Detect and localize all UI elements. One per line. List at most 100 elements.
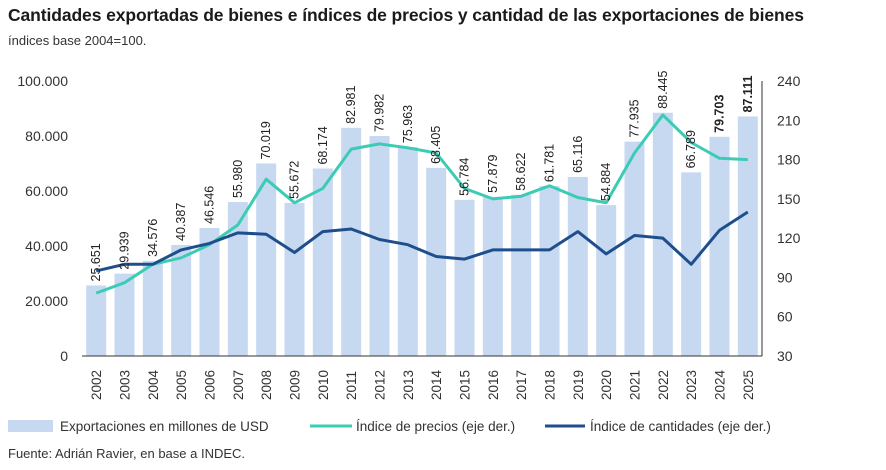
price-index-line (95, 113, 748, 295)
bar-value-label: 68.174 (316, 126, 330, 164)
bar-value-label: 66.789 (684, 130, 698, 168)
bar-2004 (142, 260, 163, 356)
bar-value-label: 77.935 (628, 99, 642, 137)
bars-group (86, 112, 758, 357)
bar-2014 (426, 167, 447, 356)
x-tick-label: 2012 (373, 370, 388, 400)
bar-2021 (624, 141, 645, 356)
bar-2002 (86, 285, 107, 356)
bar-2015 (454, 199, 475, 356)
bar-labels-group: 25.651 29.939 34.576 40.387 46.546 55.980 70.0… (89, 70, 755, 281)
bar-2011 (341, 127, 362, 356)
x-tick-label: 2010 (316, 370, 331, 400)
source-note: Fuente: Adrián Ravier, en base a INDEC. (8, 446, 246, 461)
bar-value-label: 29.939 (118, 231, 132, 269)
bar-2003 (114, 273, 135, 356)
bar-2018 (539, 186, 560, 356)
x-tick-label: 2019 (571, 370, 586, 400)
bar-value-label: 79.982 (373, 94, 387, 132)
bar-value-label: 70.019 (259, 121, 273, 159)
left-tick-label: 40.000 (25, 238, 68, 254)
x-tick-label: 2013 (401, 370, 416, 400)
x-tick-label: 2025 (741, 370, 756, 400)
bar-2008 (256, 163, 277, 356)
left-tick-label: 80.000 (25, 128, 68, 144)
bar-2012 (369, 136, 390, 356)
bar-2020 (596, 205, 617, 356)
x-tick-label: 2021 (628, 370, 643, 400)
bar-2005 (171, 244, 192, 356)
lines-group (95, 113, 749, 295)
x-tick-label: 2017 (514, 370, 529, 400)
chart-title: Cantidades exportadas de bienes e índice… (8, 5, 804, 25)
bar-value-label: 87.111 (741, 76, 755, 113)
bar-value-label: 88.445 (656, 70, 670, 108)
bar-value-label: 56.784 (458, 158, 472, 196)
bar-value-label: 46.546 (203, 186, 217, 224)
left-tick-label: 100.000 (17, 73, 68, 89)
x-tick-label: 2002 (89, 370, 104, 400)
bar-2022 (652, 112, 673, 357)
left-tick-label: 0 (60, 348, 68, 364)
x-tick-label: 2003 (118, 370, 133, 400)
legend-label-quantity: Índice de cantidades (eje der.) (590, 419, 771, 434)
right-tick-label: 210 (777, 112, 801, 128)
bar-value-label: 68.405 (429, 126, 443, 164)
x-tick-label: 2022 (656, 370, 671, 400)
x-tick-label: 2014 (429, 369, 444, 400)
legend-label-bars: Exportaciones en millones de USD (60, 419, 269, 434)
bar-value-label: 79.703 (713, 95, 727, 133)
x-tick-label: 2007 (231, 370, 246, 400)
x-tick-label: 2005 (174, 370, 189, 400)
bar-value-label: 40.387 (174, 203, 188, 241)
right-tick-label: 60 (777, 309, 793, 325)
quantity-index-line (95, 210, 749, 273)
x-tick-label: 2020 (599, 370, 614, 400)
x-tick-label: 2004 (146, 369, 161, 400)
bar-value-label: 61.781 (543, 144, 557, 182)
bar-2013 (397, 147, 418, 356)
legend-swatch-bars (8, 420, 53, 432)
x-tick-label: 2024 (713, 369, 728, 400)
left-tick-label: 20.000 (25, 293, 68, 309)
bar-value-label: 54.884 (599, 163, 613, 201)
right-tick-label: 30 (777, 348, 793, 364)
bar-2006 (199, 227, 220, 356)
bar-value-label: 57.879 (486, 155, 500, 193)
x-tick-label: 2011 (344, 371, 359, 400)
bar-value-label: 55.672 (288, 161, 302, 199)
bar-value-label: 82.981 (344, 86, 358, 124)
bar-2019 (567, 176, 588, 356)
right-tick-label: 240 (777, 73, 801, 89)
bar-value-label: 34.576 (146, 219, 160, 257)
bar-value-label: 58.622 (514, 153, 528, 191)
bar-2024 (709, 136, 730, 356)
bar-2007 (227, 202, 248, 356)
x-tick-label: 2018 (543, 370, 558, 400)
legend-label-price: Índice de precios (eje der.) (356, 419, 515, 434)
bar-value-label: 75.963 (401, 105, 415, 143)
bar-value-label: 25.651 (89, 243, 103, 281)
legend: Exportaciones en millones de USD Índice d… (8, 419, 771, 434)
right-tick-label: 150 (777, 191, 801, 207)
x-tick-label: 2006 (203, 370, 218, 400)
bar-value-label: 55.980 (231, 160, 245, 198)
right-tick-label: 90 (777, 269, 793, 285)
bar-value-label: 65.116 (571, 136, 585, 173)
axes-group: 0 20.000 40.000 60.000 80.000 100.000 30 60 90 12… (17, 73, 800, 400)
x-tick-label: 2016 (486, 370, 501, 400)
x-tick-label: 2015 (458, 370, 473, 400)
right-tick-label: 180 (777, 152, 801, 168)
bar-2016 (482, 196, 503, 356)
left-tick-label: 60.000 (25, 183, 68, 199)
bar-2010 (312, 168, 333, 356)
bar-2009 (284, 202, 305, 356)
x-tick-label: 2009 (288, 370, 303, 400)
x-tick-label: 2008 (259, 370, 274, 400)
right-tick-label: 120 (777, 230, 801, 246)
chart-subtitle: índices base 2004=100. (8, 33, 147, 48)
x-tick-label: 2023 (684, 370, 699, 400)
bar-2017 (511, 194, 532, 356)
bar-2025 (737, 116, 758, 356)
